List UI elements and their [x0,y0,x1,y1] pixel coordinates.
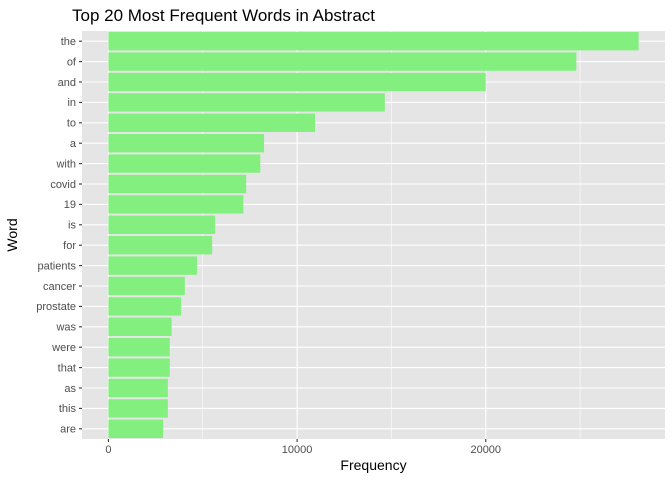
bar-cancer [108,276,185,296]
y-tick-label-in: in [67,97,76,109]
bar-19 [108,195,244,214]
y-tick-label-of: of [67,56,77,68]
y-axis-title: Word [4,218,20,251]
x-axis-ticks: 0 10000 20000 [105,439,501,456]
x-tick-label: 0 [105,444,111,456]
bar-was [108,317,172,336]
bar-prostate [108,297,182,316]
y-tick-label-and: and [58,77,76,89]
bar-a [108,134,265,153]
panel-background [82,31,665,439]
bar-were [108,338,170,357]
y-tick-label-were: were [51,342,76,354]
y-tick-label-a: a [70,138,77,150]
y-tick-label-covid: covid [50,179,76,191]
bar-for [108,236,213,255]
y-tick-label-cancer: cancer [43,281,76,293]
bar-in [108,93,385,112]
y-tick-label-is: is [68,220,76,232]
y-tick-label-are: are [60,424,76,436]
y-tick-label-for: for [63,240,76,252]
y-tick-label-this: this [59,403,77,415]
bar-this [108,399,168,418]
bar-with [108,154,261,173]
y-tick-label-patients: patients [37,260,76,272]
bar-and [108,72,486,92]
y-tick-label-to: to [67,118,76,130]
bar-patients [108,256,198,275]
y-tick-label-that: that [58,362,76,374]
bar-is [108,215,216,234]
x-tick-label: 20000 [470,444,501,456]
bar-covid [108,174,247,194]
x-tick-label: 10000 [282,444,313,456]
bar-are [108,419,164,438]
y-tick-label-prostate: prostate [36,301,76,313]
chart-title: Top 20 Most Frequent Words in Abstract [72,6,375,25]
y-tick-label-the: the [61,36,76,48]
y-tick-label-was: was [55,322,76,334]
y-tick-label-as: as [64,383,76,395]
bar-the [108,32,639,51]
y-axis-ticks: the of and in to a with covid 19 is for patients can… [36,36,82,436]
bar-to [108,113,316,132]
y-tick-label-19: 19 [64,199,76,211]
bar-that [108,358,170,377]
x-axis-title: Frequency [340,457,406,473]
bars [108,32,639,438]
bar-of [108,52,577,71]
bar-as [108,378,168,398]
y-tick-label-with: with [55,158,76,170]
